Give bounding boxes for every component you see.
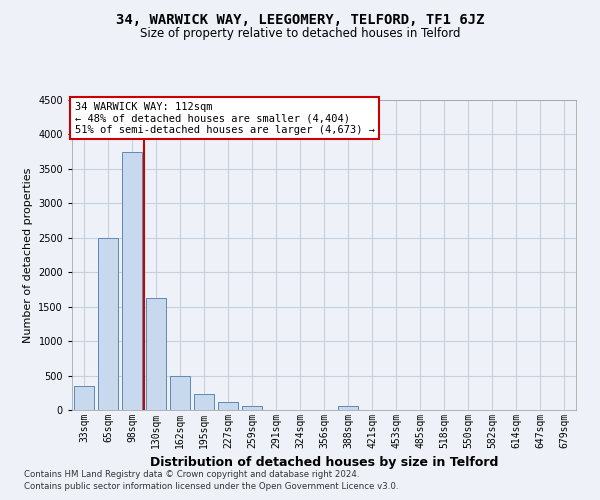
Y-axis label: Number of detached properties: Number of detached properties [23,168,32,342]
Bar [218,402,238,410]
Bar [242,406,262,410]
Bar [122,152,142,410]
Bar [146,298,166,410]
Text: Contains public sector information licensed under the Open Government Licence v3: Contains public sector information licen… [24,482,398,491]
X-axis label: Distribution of detached houses by size in Telford: Distribution of detached houses by size … [150,456,498,469]
Text: 34 WARWICK WAY: 112sqm
← 48% of detached houses are smaller (4,404)
51% of semi-: 34 WARWICK WAY: 112sqm ← 48% of detached… [74,102,374,134]
Bar [338,406,358,410]
Text: Contains HM Land Registry data © Crown copyright and database right 2024.: Contains HM Land Registry data © Crown c… [24,470,359,479]
Bar [170,376,190,410]
Bar [194,394,214,410]
Text: 34, WARWICK WAY, LEEGOMERY, TELFORD, TF1 6JZ: 34, WARWICK WAY, LEEGOMERY, TELFORD, TF1… [116,12,484,26]
Bar [98,238,118,410]
Text: Size of property relative to detached houses in Telford: Size of property relative to detached ho… [140,28,460,40]
Bar [74,386,94,410]
